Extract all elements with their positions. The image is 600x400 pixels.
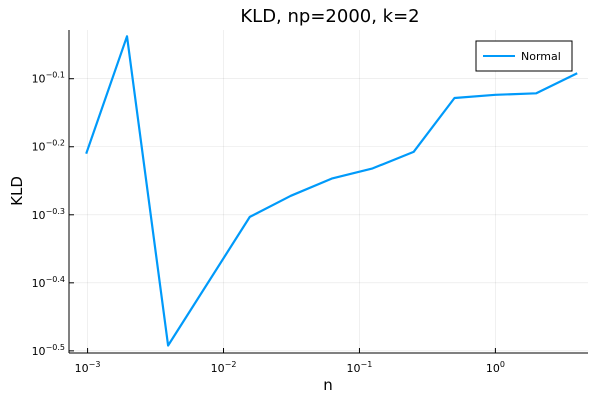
legend: Normal <box>475 40 573 72</box>
x-axis-label: n <box>323 376 333 394</box>
x-tick-label: 10−1 <box>347 360 373 375</box>
chart-title: KLD, np=2000, k=2 <box>240 6 419 27</box>
x-ticks: 10−3 10−2 10−1 100 <box>75 348 505 375</box>
plot-frame <box>68 30 588 354</box>
x-tick-label: 10−2 <box>211 360 237 375</box>
y-tick-label: 10−0.3 <box>32 207 65 222</box>
y-tick-label: 10−0.4 <box>32 275 65 290</box>
y-tick-label: 10−0.2 <box>32 139 65 154</box>
y-tick-label: 10−0.1 <box>32 71 65 86</box>
series-line-normal <box>85 35 578 347</box>
y-tick-label: 10−0.5 <box>32 343 65 358</box>
y-ticks: 10−0.1 10−0.2 10−0.3 10−0.4 10−0.5 <box>32 71 74 358</box>
series-layer <box>85 35 578 347</box>
y-axis-label: KLD <box>8 176 26 206</box>
x-tick-label: 10−3 <box>75 360 101 375</box>
grid-lines <box>69 30 588 353</box>
x-tick-label: 100 <box>486 360 505 375</box>
legend-label-normal: Normal <box>521 50 561 63</box>
